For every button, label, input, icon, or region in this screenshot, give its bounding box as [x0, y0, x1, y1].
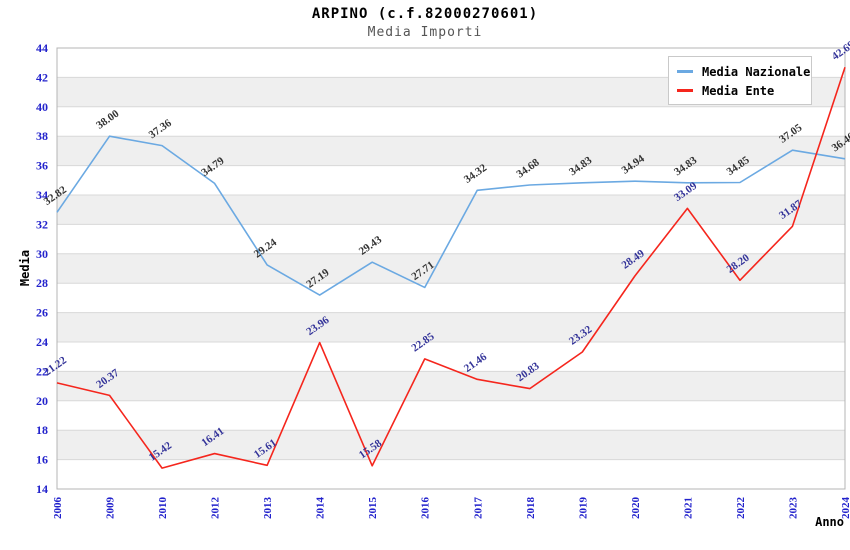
svg-text:2012: 2012: [210, 497, 222, 520]
svg-text:20: 20: [36, 394, 48, 408]
svg-text:28: 28: [36, 276, 48, 290]
y-axis-title: Media: [18, 249, 32, 287]
chart-title: ARPINO (c.f.82000270601): [311, 6, 539, 22]
svg-text:22: 22: [36, 364, 48, 378]
svg-text:2024: 2024: [840, 497, 850, 520]
legend-item-media-ente: Media Ente: [677, 81, 803, 100]
svg-text:30: 30: [36, 247, 48, 261]
legend: Media Nazionale Media Ente: [668, 56, 812, 105]
svg-text:2014: 2014: [315, 497, 327, 520]
svg-text:2006: 2006: [52, 497, 64, 520]
legend-item-media-nazionale: Media Nazionale: [677, 62, 810, 81]
svg-text:2019: 2019: [577, 497, 589, 520]
svg-text:32: 32: [36, 217, 48, 231]
svg-text:24: 24: [36, 335, 48, 349]
chart-subtitle: Media Importi: [367, 25, 483, 40]
x-axis-title: Anno: [815, 515, 844, 529]
svg-text:2020: 2020: [630, 497, 642, 520]
legend-label-media-ente: Media Ente: [702, 83, 775, 98]
svg-text:40: 40: [36, 100, 48, 114]
svg-text:16: 16: [36, 453, 48, 467]
svg-text:14: 14: [36, 482, 48, 496]
svg-text:2016: 2016: [420, 497, 432, 520]
media-nazionale-line-swatch: [677, 70, 693, 73]
svg-text:18: 18: [36, 423, 48, 437]
svg-text:2017: 2017: [472, 497, 484, 520]
svg-text:2018: 2018: [525, 497, 537, 520]
svg-text:2009: 2009: [105, 497, 117, 520]
svg-text:36: 36: [36, 159, 48, 173]
svg-text:38: 38: [36, 129, 48, 143]
svg-text:42: 42: [36, 70, 48, 84]
media-ente-line-swatch: [677, 89, 693, 92]
svg-text:2013: 2013: [262, 497, 274, 520]
svg-text:44: 44: [36, 41, 48, 55]
svg-text:2022: 2022: [735, 497, 747, 520]
svg-text:34: 34: [36, 188, 48, 202]
svg-text:2023: 2023: [787, 497, 799, 520]
svg-text:26: 26: [36, 306, 48, 320]
svg-text:2021: 2021: [682, 497, 694, 519]
svg-text:2010: 2010: [157, 497, 169, 520]
svg-text:2015: 2015: [367, 497, 379, 520]
legend-label-media-nazionale: Media Nazionale: [702, 64, 811, 79]
